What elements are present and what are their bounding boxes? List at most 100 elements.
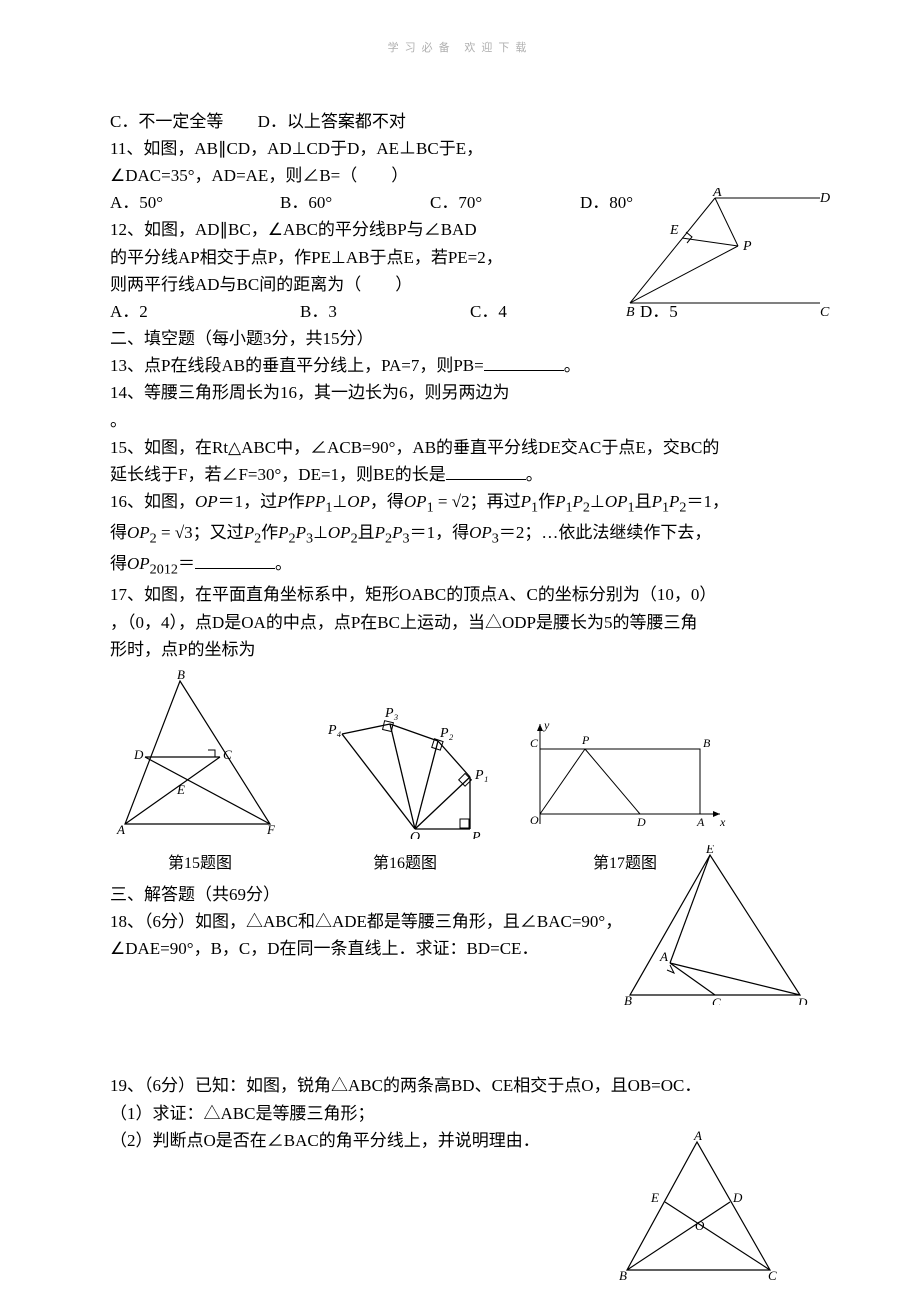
q16-figure: O P P₁ P₂ P₃ P₄ [300, 689, 510, 839]
q16-t: ；再过 [470, 492, 521, 511]
q16-t: OP [127, 554, 150, 573]
q16-t: √3 [175, 523, 193, 542]
q16-t: = [434, 492, 452, 511]
q16-t: P [375, 523, 385, 542]
q19-lbl: A [693, 1130, 702, 1143]
q17-figure: O A B C D P x y [520, 719, 730, 839]
q16-t: 1 [627, 500, 634, 516]
q16-t: 3 [492, 531, 499, 547]
q12-label-d: D [819, 191, 830, 206]
q15-figure: B A F D C E [110, 669, 290, 839]
q16-t: ＝1， [687, 492, 730, 511]
q15-l2-row: 延长线于F，若∠F=30°，DE=1，则BE的长是 。 [110, 461, 810, 488]
q16-t: OP [195, 492, 218, 511]
q15-figure-box: B A F D C E 第15题图 [110, 669, 290, 877]
q15-l1: 15、如图，在Rt△ABC中，∠ACB=90°，AB的垂直平分线DE交AC于点E… [110, 434, 810, 461]
q16-t: P [296, 523, 306, 542]
q16-t: 作 [261, 523, 278, 542]
q15-lbl: A [116, 822, 125, 837]
q16-t: ⊥ [313, 523, 328, 542]
q16-t: 且 [635, 492, 652, 511]
q12-label-a: A [712, 188, 722, 200]
q12-label-e: E [669, 223, 679, 238]
q14-end: 。 [110, 407, 810, 434]
q12-label-p: P [742, 239, 752, 254]
q15-caption: 第15题图 [110, 851, 290, 877]
q16-t: 2012 [150, 562, 178, 578]
q15-lbl: B [177, 669, 185, 682]
q16-t: P [278, 523, 288, 542]
q18-lbl: A [659, 949, 668, 964]
q16-t: P [392, 523, 402, 542]
q16-t: ，得 [370, 492, 404, 511]
q19-lbl: C [768, 1268, 777, 1280]
page-header: 学习必备 欢迎下载 [110, 40, 810, 58]
q14-stem: 14、等腰三角形周长为16，其一边长为6，则另两边为 [110, 383, 510, 402]
q15-l2: 延长线于F，若∠F=30°，DE=1，则BE的长是 [110, 465, 446, 484]
q16-t: 2 [351, 531, 358, 547]
q12-figure: A B C D E P [620, 188, 830, 318]
q18-figure: E B C D A [620, 845, 810, 1005]
q11-opt-b: B．60° [280, 189, 390, 216]
q13: 13、点P在线段AB的垂直平分线上，PA=7，则PB= 。 [110, 352, 810, 379]
q15-lbl: C [223, 747, 232, 762]
q16-t: 16、如图， [110, 492, 195, 511]
q12-label-c: C [820, 305, 830, 318]
q16-t: ＝1，得 [410, 523, 470, 542]
q16-t: 得 [110, 523, 127, 542]
q19-figure: A B C E D O [615, 1130, 780, 1280]
q16-t: OP [404, 492, 427, 511]
q16-t: ＝2；…依此法继续作下去， [499, 523, 712, 542]
q16-blank [195, 551, 275, 569]
q16-figure-box: O P P₁ P₂ P₃ P₄ 第16题图 [300, 689, 510, 877]
q16-t: P [521, 492, 531, 511]
q16-lbl: P [471, 830, 481, 839]
q17-lbl: x [719, 815, 726, 829]
q19-l1: 19、（6分）已知：如图，锐角△ABC的两条高BD、CE相交于点O，且OB=OC… [110, 1072, 810, 1099]
q16-t: OP [469, 523, 492, 542]
q16-t: = [157, 523, 175, 542]
q16-t: OP [605, 492, 628, 511]
q16-t: P [555, 492, 565, 511]
q15-end: 。 [526, 465, 543, 484]
q14: 14、等腰三角形周长为16，其一边长为6，则另两边为 [110, 379, 810, 406]
q16-t: 作 [538, 492, 555, 511]
q16-lbl: P₂ [439, 726, 454, 741]
q16-t: P [669, 492, 679, 511]
q16-t: 3 [403, 531, 410, 547]
q16-t: OP [328, 523, 351, 542]
q16-l3: 得OP2012＝。 [110, 550, 810, 581]
q13-stem: 13、点P在线段AB的垂直平分线上，PA=7，则PB= [110, 356, 484, 375]
q16-t: P [573, 492, 583, 511]
q16-t: OP [127, 523, 150, 542]
q17-l1: 17、如图，在平面直角坐标系中，矩形OABC的顶点A、C的坐标分别为（10，0） [110, 581, 810, 608]
q16-t: 1 [662, 500, 669, 516]
q16-end: 。 [275, 554, 292, 573]
q16-t: ＝ [178, 554, 195, 573]
q10-options: C．不一定全等 D．以上答案都不对 [110, 108, 810, 135]
q19-l2: （1）求证：△ABC是等腰三角形； [110, 1100, 810, 1127]
q11-stem1: 11、如图，AB∥CD，AD⊥CD于D，AE⊥BC于E， [110, 135, 810, 162]
q13-blank [484, 353, 564, 371]
q17-lbl: C [530, 736, 539, 750]
q16-lbl: P₃ [384, 706, 399, 721]
q13-end: 。 [564, 356, 581, 375]
q16-t: 1 [565, 500, 572, 516]
q16-t: 作 [288, 492, 305, 511]
q16-t: OP [347, 492, 370, 511]
q15-lbl: D [133, 747, 144, 762]
q12-opt-c: C．4 [470, 298, 600, 325]
q11-stem2: ∠DAC=35°，AD=AE，则∠B=（ ） [110, 162, 810, 189]
q18-lbl: D [797, 995, 808, 1005]
section-2-heading: 二、填空题（每小题3分，共15分） [110, 325, 810, 352]
q16-l1: 16、如图，OP＝1，过P作PP1⊥OP，得OP1 = √2；再过P1作P1P2… [110, 488, 810, 519]
q12-opt-a: A．2 [110, 298, 260, 325]
q15-lbl: F [266, 822, 276, 837]
q16-t: PP [305, 492, 326, 511]
q17-l3: 形时，点P的坐标为 [110, 640, 255, 659]
q12-opt-b: B．3 [300, 298, 430, 325]
q18-lbl: C [712, 995, 721, 1005]
q16-t: 1 [427, 500, 434, 516]
q16-lbl: O [410, 830, 420, 839]
q19-lbl: D [732, 1190, 743, 1205]
